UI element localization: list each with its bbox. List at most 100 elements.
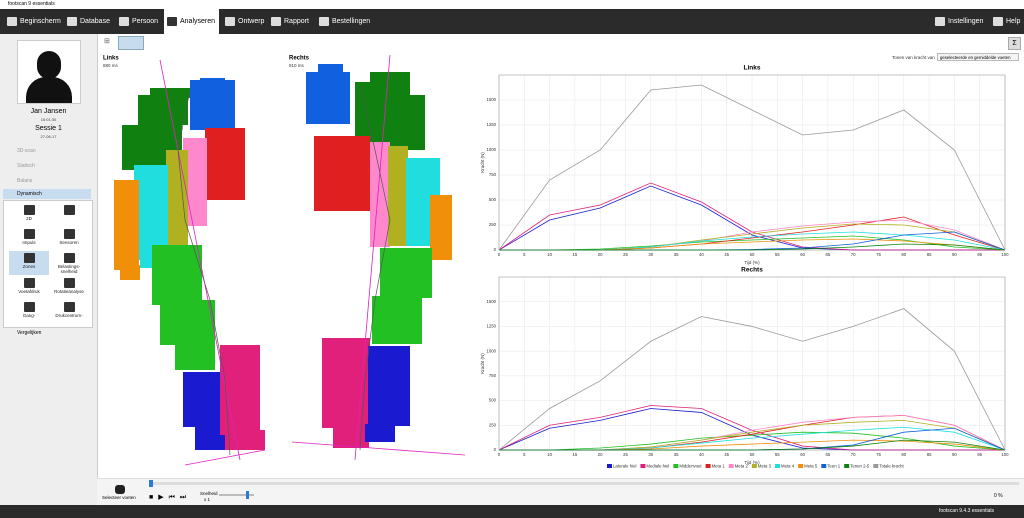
tab[interactable]: Ontwerp <box>222 9 264 34</box>
legend-swatch <box>873 464 879 468</box>
x-tick-label: 85 <box>927 452 932 457</box>
tab[interactable]: Bestellingen <box>316 9 370 34</box>
chart-title: Rechts <box>741 267 763 274</box>
legend-swatch <box>705 464 711 468</box>
tool[interactable] <box>49 203 89 227</box>
x-axis-label: Tijd (%) <box>744 260 760 265</box>
foot-axis <box>184 449 266 466</box>
x-tick-label: 45 <box>724 252 729 257</box>
x-tick-label: 80 <box>901 452 906 457</box>
x-tick-label: 15 <box>573 452 578 457</box>
timeline[interactable] <box>149 480 1019 487</box>
axis-toggle[interactable] <box>118 36 144 50</box>
x-tick-label: 10 <box>547 452 552 457</box>
x-tick-label: 20 <box>598 252 603 257</box>
tab[interactable]: Database <box>64 9 110 34</box>
session-date: 27-06-17 <box>40 134 57 139</box>
foot-zone <box>306 72 350 124</box>
tool[interactable]: Drukcentrum- <box>49 300 89 324</box>
window-title: footscan 9 essentials <box>0 0 1024 9</box>
y-tick-label: 1250 <box>486 324 496 329</box>
tool-label: Sensoren <box>59 240 79 245</box>
tool[interactable]: Gang- <box>9 300 49 324</box>
foot-zone <box>370 72 410 84</box>
speed-slider[interactable] <box>219 491 254 499</box>
x-tick-label: 95 <box>977 452 982 457</box>
mode[interactable]: Dynamisch <box>3 189 91 199</box>
tool-label: Impuls <box>22 240 36 245</box>
tool-label: Gang- <box>22 313 36 318</box>
foot-zone <box>430 195 452 260</box>
mode[interactable]: Statisch <box>17 163 35 169</box>
foot-zone <box>365 424 395 442</box>
avatar <box>17 40 81 104</box>
x-tick-label: 40 <box>699 452 704 457</box>
tool[interactable]: Impuls <box>9 227 49 251</box>
tab[interactable]: Rapport <box>268 9 309 34</box>
foot-zone <box>385 95 425 150</box>
mode[interactable]: Balans <box>17 178 33 184</box>
patient-time: 15:01:30 <box>40 117 57 122</box>
y-tick-label: 0 <box>494 247 497 252</box>
sum-button[interactable]: Σ <box>1008 37 1021 50</box>
foot-zone <box>205 128 245 200</box>
force-from-select[interactable]: geselecteerde en gemiddelde voeten <box>937 53 1019 61</box>
x-tick-label: 90 <box>952 452 957 457</box>
tool[interactable]: Rotatieanalyse <box>49 276 89 300</box>
compare[interactable]: Vergelijken <box>17 330 42 336</box>
pressure-path <box>359 84 391 451</box>
foot-zone <box>200 78 225 84</box>
foot-zone <box>388 146 408 246</box>
x-tick-label: 100 <box>1001 452 1009 457</box>
legend-swatch <box>673 464 679 468</box>
x-tick-label: 95 <box>977 252 982 257</box>
tool[interactable]: Sensoren <box>49 227 89 251</box>
settings-button[interactable]: Instellingen <box>932 9 983 34</box>
foot-zone <box>190 80 235 130</box>
legend-swatch <box>821 464 827 468</box>
grid-toggle[interactable]: ⊞ <box>104 38 110 45</box>
legend-label: Middenvoet <box>679 464 702 469</box>
foot-zone <box>183 372 225 427</box>
legend-label: Meta 5 <box>804 464 818 469</box>
foot-duration: 910 ms <box>289 63 305 68</box>
progress: 0 % <box>994 493 1003 499</box>
x-tick-label: 85 <box>927 252 932 257</box>
x-tick-label: 65 <box>826 452 831 457</box>
foot-zone <box>166 150 188 248</box>
y-tick-label: 750 <box>489 172 497 177</box>
y-tick-label: 1500 <box>486 299 496 304</box>
foot-zone <box>368 346 410 426</box>
legend-swatch <box>751 464 757 468</box>
tool[interactable]: 2D <box>9 203 49 227</box>
select-feet[interactable]: Selecteer voeten <box>102 495 136 500</box>
tab[interactable]: Persoon <box>116 9 158 34</box>
foot-zone <box>318 64 343 74</box>
x-tick-label: 65 <box>826 252 831 257</box>
tool[interactable]: Belastings- snelheid <box>49 251 89 275</box>
y-tick-label: 500 <box>489 197 497 202</box>
sidebar: Jan Jansen 15:01:30 Sessie 1 27-06-17 3D… <box>0 34 98 505</box>
legend-label: Laterale hiel <box>613 464 636 469</box>
y-tick-label: 0 <box>494 447 497 452</box>
x-tick-label: 25 <box>623 252 628 257</box>
foot-axis <box>159 59 241 461</box>
foot-zone <box>175 340 215 370</box>
tool[interactable]: Voetafdruk <box>9 276 49 300</box>
help-button[interactable]: Help <box>990 9 1020 34</box>
tool-label: Belastings- snelheid <box>57 264 81 274</box>
tab[interactable]: Analyseren <box>164 9 219 34</box>
tab[interactable]: Beginscherm <box>4 9 61 34</box>
foot-zone <box>138 95 188 125</box>
playback-controls[interactable]: ■▶⏮⏭ <box>149 494 192 501</box>
tool[interactable]: Zones <box>9 251 49 275</box>
status-bar: footscan 9.4.3 essentials <box>0 505 1024 518</box>
legend-label: Mediale hiel <box>646 464 669 469</box>
foot-zone <box>152 245 202 305</box>
mode[interactable]: 3D-scan <box>17 148 36 154</box>
foot-zone <box>370 142 390 247</box>
foot-axis <box>291 441 466 456</box>
y-tick-label: 750 <box>489 373 497 378</box>
foot-zone <box>114 180 139 270</box>
